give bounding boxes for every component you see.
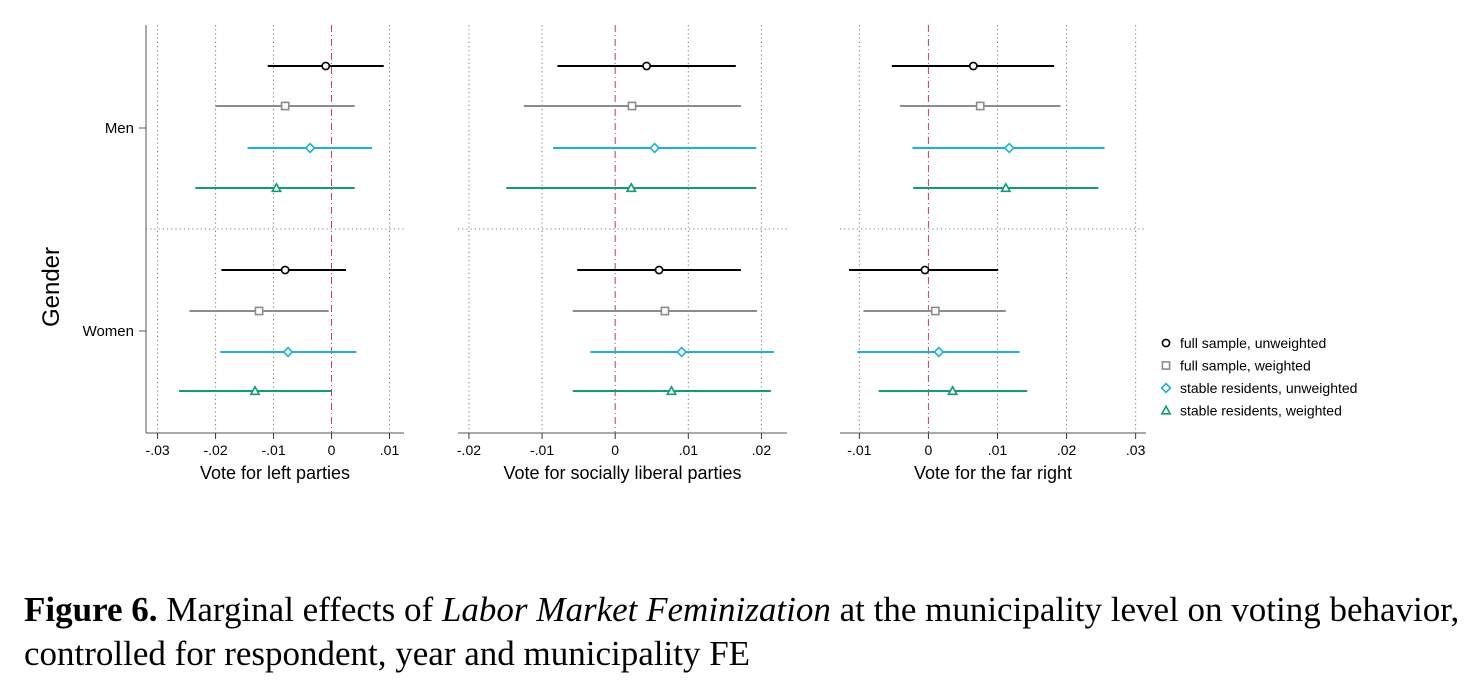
- panel-1-point-men-3: [304, 142, 316, 154]
- panel-1-point-men-4: [270, 182, 283, 193]
- panel-3-point-women-3: [933, 346, 945, 358]
- panel-3-point-men-1: [968, 61, 978, 71]
- coefficient-plot: Gender Men Women -.03 -.02 -.01 0 .01 Vote for l…: [38, 25, 1357, 483]
- panel-1-x-tick-label: -.03: [146, 442, 170, 458]
- panel-2-x-axis-label: Vote for socially liberal parties: [503, 463, 741, 483]
- panel-2-point-men-2: [627, 101, 637, 111]
- panel-3-x-tick-label: 0: [925, 442, 933, 458]
- panel-3-point-men-2: [975, 101, 985, 111]
- panel-3-point-men-4: [1000, 182, 1012, 193]
- panel-3-point-women-2: [930, 306, 940, 316]
- panel-2-point-men-1: [642, 61, 652, 71]
- panel-1-point-women-3: [282, 346, 294, 358]
- panel-1-point-men-2: [280, 101, 290, 111]
- panel-1-x-tick-label: .01: [380, 442, 400, 458]
- y-axis-title: Gender: [38, 247, 65, 327]
- panel-2-point-men-4: [625, 182, 637, 193]
- panel-3-x-tick-label: .02: [1057, 442, 1077, 458]
- y-label-men: Men: [105, 120, 134, 137]
- figure-label: Figure 6.: [24, 590, 158, 629]
- legend-label-1: full sample, unweighted: [1180, 335, 1326, 351]
- panel-2-point-women-1: [654, 265, 664, 275]
- legend-marker-3: [1160, 382, 1172, 394]
- legend-marker-1: [1161, 338, 1171, 348]
- panel-1-point-women-1: [280, 265, 290, 275]
- panel-2-x-tick-label: 0: [611, 442, 619, 458]
- panel-3-point-women-1: [920, 265, 930, 275]
- panel-1-point-women-2: [254, 306, 264, 316]
- panel-1-x-axis-label: Vote for left parties: [200, 463, 350, 483]
- panel-2-point-women-3: [676, 346, 688, 358]
- figure-caption: Figure 6. Marginal effects of Labor Mark…: [24, 588, 1464, 676]
- panel-2-x-tick-label: .02: [752, 442, 772, 458]
- caption-text-after: at the municipality level on voting beha…: [24, 590, 1460, 673]
- legend-marker-2: [1161, 361, 1171, 370]
- caption-italic-term: Labor Market Feminization: [441, 590, 831, 629]
- panel-3-x-axis-label: Vote for the far right: [914, 463, 1072, 483]
- panel-3-point-women-4: [947, 385, 959, 396]
- legend-label-3: stable residents, unweighted: [1180, 380, 1357, 396]
- panel-1-x-tick-label: -.02: [204, 442, 228, 458]
- panel-3-x-tick-label: .03: [1126, 442, 1146, 458]
- panel-3-point-men-3: [1003, 142, 1015, 154]
- panel-2-point-women-2: [660, 306, 670, 316]
- panel-2-point-women-4: [665, 385, 678, 396]
- panel-3-x-tick-label: -.01: [847, 442, 871, 458]
- panel-2-x-tick-label: .01: [679, 442, 699, 458]
- panel-1-point-women-4: [249, 385, 261, 396]
- y-label-women: Women: [83, 323, 134, 340]
- panel-1-point-men-1: [321, 61, 331, 71]
- legend-marker-4: [1160, 404, 1172, 415]
- panel-2-x-tick-label: -.02: [457, 442, 481, 458]
- chart-canvas: Gender Men Women -.03 -.02 -.01 0 .01 Vote for l…: [38, 25, 1357, 483]
- legend-label-4: stable residents, weighted: [1180, 403, 1342, 419]
- panel-2-point-men-3: [649, 142, 661, 154]
- panel-2-x-tick-label: -.01: [530, 442, 554, 458]
- legend-label-2: full sample, weighted: [1180, 358, 1311, 374]
- caption-text-before: Marginal effects of: [166, 590, 434, 629]
- panel-1-x-tick-label: 0: [328, 442, 336, 458]
- panel-1-x-tick-label: -.01: [261, 442, 285, 458]
- panel-3-x-tick-label: .01: [988, 442, 1008, 458]
